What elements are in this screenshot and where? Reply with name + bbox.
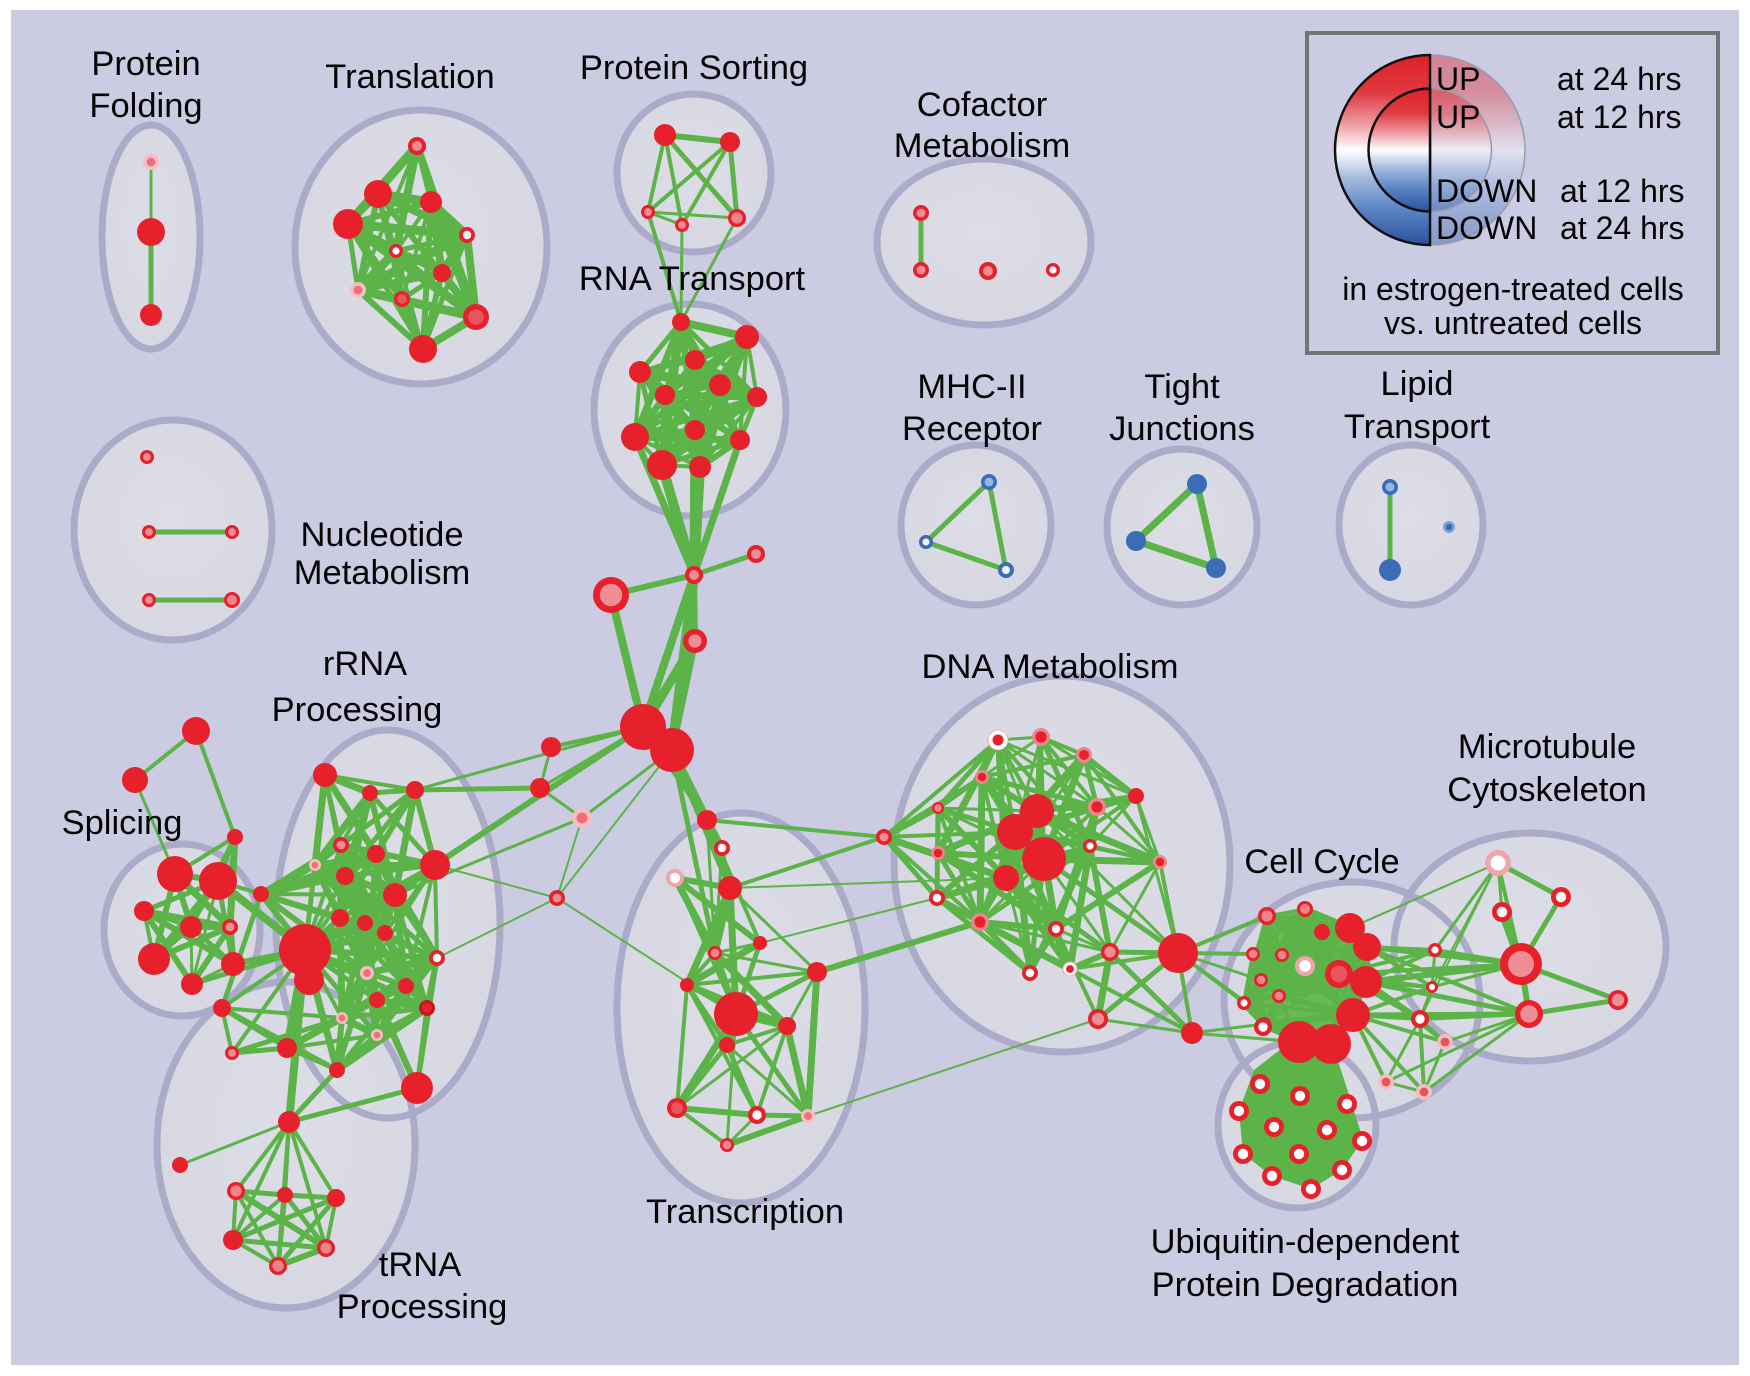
svg-text:RNA Transport: RNA Transport [579, 260, 806, 298]
svg-text:Cell Cycle: Cell Cycle [1244, 843, 1399, 881]
svg-text:Splicing: Splicing [62, 804, 183, 842]
svg-text:in estrogen-treated cells: in estrogen-treated cells [1342, 271, 1684, 307]
svg-text:DOWN: DOWN [1436, 173, 1537, 209]
svg-text:at 24 hrs: at 24 hrs [1557, 61, 1682, 97]
svg-text:Ubiquitin-dependent: Ubiquitin-dependent [1151, 1223, 1460, 1261]
svg-text:Translation: Translation [325, 58, 494, 96]
svg-text:DNA Metabolism: DNA Metabolism [922, 648, 1179, 686]
svg-text:Protein: Protein [91, 45, 200, 83]
svg-text:rRNA: rRNA [323, 645, 407, 683]
svg-text:Transcription: Transcription [646, 1193, 844, 1231]
svg-text:Protein Sorting: Protein Sorting [580, 49, 808, 87]
svg-text:Cytoskeleton: Cytoskeleton [1447, 771, 1646, 809]
svg-text:Metabolism: Metabolism [294, 554, 470, 592]
svg-text:vs. untreated cells: vs. untreated cells [1384, 305, 1642, 341]
svg-text:Metabolism: Metabolism [894, 127, 1070, 165]
svg-text:Tight: Tight [1144, 368, 1220, 406]
svg-text:Cofactor: Cofactor [917, 86, 1047, 124]
svg-text:Protein Degradation: Protein Degradation [1152, 1266, 1459, 1304]
svg-text:MHC-II: MHC-II [917, 368, 1026, 406]
svg-text:UP: UP [1436, 61, 1480, 97]
svg-text:Receptor: Receptor [902, 410, 1042, 448]
svg-text:Microtubule: Microtubule [1458, 728, 1636, 766]
svg-text:Processing: Processing [337, 1288, 508, 1326]
svg-text:Transport: Transport [1344, 408, 1491, 446]
svg-text:DOWN: DOWN [1436, 210, 1537, 246]
svg-text:Nucleotide: Nucleotide [300, 516, 463, 554]
svg-text:Junctions: Junctions [1109, 410, 1255, 448]
svg-text:at 12 hrs: at 12 hrs [1560, 173, 1685, 209]
svg-text:UP: UP [1436, 99, 1480, 135]
svg-text:at 24 hrs: at 24 hrs [1560, 210, 1685, 246]
svg-text:Folding: Folding [89, 87, 202, 125]
svg-text:Lipid: Lipid [1381, 365, 1454, 403]
svg-text:tRNA: tRNA [379, 1246, 461, 1284]
svg-text:Processing: Processing [272, 691, 443, 729]
svg-text:at 12 hrs: at 12 hrs [1557, 99, 1682, 135]
